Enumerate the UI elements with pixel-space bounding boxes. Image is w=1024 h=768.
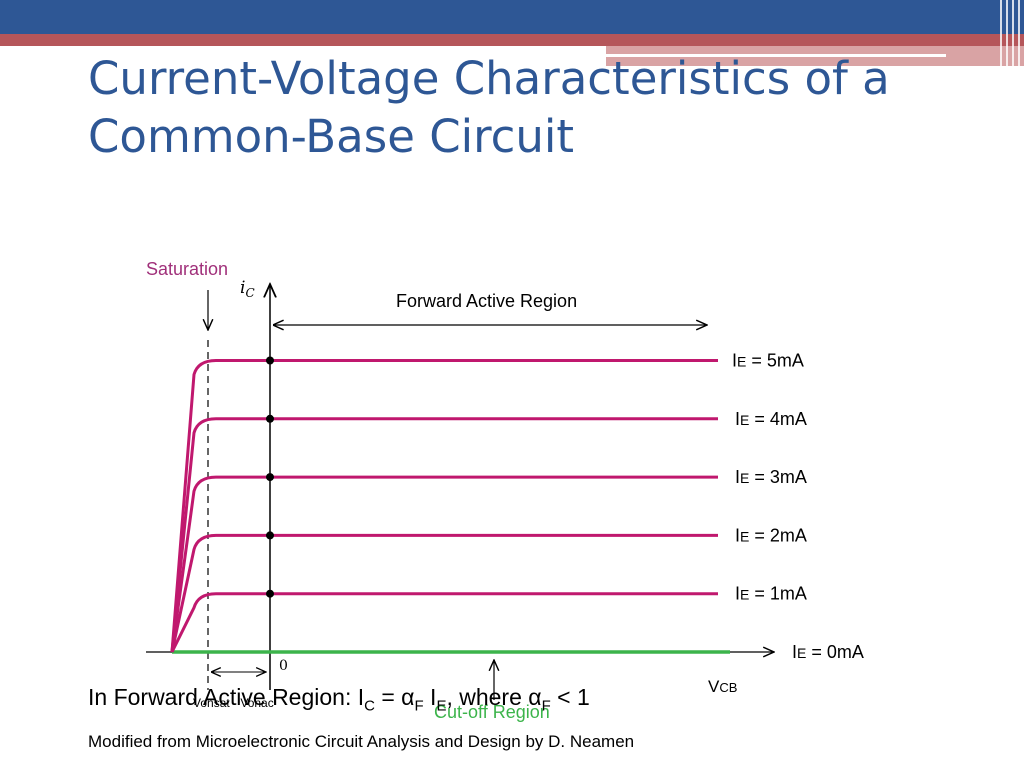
ie-label-5: IE = 5mA: [732, 351, 804, 371]
header-accent-bar: [0, 34, 1024, 46]
saturation-label: Saturation: [146, 259, 228, 279]
origin-label: 0: [279, 658, 288, 674]
header-band: [0, 0, 1024, 34]
ie-label-3: IE = 3mA: [735, 467, 807, 487]
y-axis-label: iC: [240, 278, 255, 300]
forward-active-label: Forward Active Region: [396, 291, 577, 311]
slide-title: Current-Voltage Characteristics of a Com…: [88, 52, 890, 163]
ie-label-0: IE = 0mA: [792, 642, 864, 662]
ie-axis-dot-3: [266, 473, 274, 482]
ie-label-2: IE = 2mA: [735, 525, 807, 545]
ie-axis-dot-5: [266, 356, 274, 365]
vce-label: Vonsat - Vonac: [193, 696, 274, 710]
ie-axis-dot-4: [266, 414, 274, 423]
forward-active-formula: In Forward Active Region: IC = αF IE, wh…: [88, 684, 590, 715]
ie-curve-4: [170, 417, 718, 653]
x-axis-label: VCB: [708, 677, 737, 696]
ie-axis-dot-1: [266, 589, 274, 598]
ie-curve-2: [170, 533, 718, 653]
cutoff-label: Cut-off Region: [434, 702, 550, 722]
ie-curve-5: [170, 359, 718, 653]
ie-curve-3: [170, 475, 718, 653]
ie-axis-dot-2: [266, 531, 274, 540]
source-credit: Modified from Microelectronic Circuit An…: [88, 732, 635, 751]
ie-curve-1: [170, 592, 718, 653]
ie-label-1: IE = 1mA: [735, 584, 807, 604]
ie-curves: IE = 5mA IE = 4mA IE = 3mA IE = 2mA IE = 1mA…: [170, 351, 864, 662]
header-accent-line: [606, 54, 946, 57]
ie-label-4: IE = 4mA: [735, 409, 807, 429]
header-stripes: [994, 0, 1024, 70]
